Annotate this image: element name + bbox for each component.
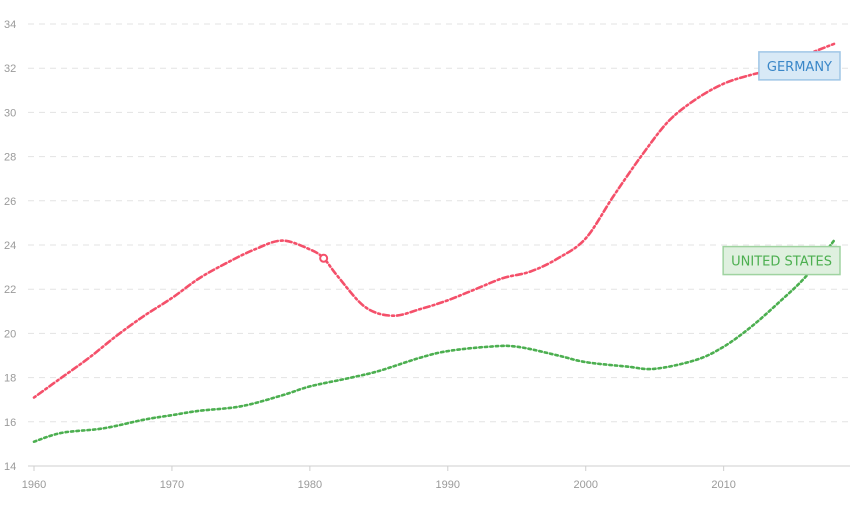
- series-label-united-states: UNITED STATES: [722, 245, 841, 276]
- y-tick-label: 16: [4, 417, 16, 429]
- x-tick-label: 1980: [298, 479, 322, 491]
- series-label-box: [722, 245, 841, 276]
- series-label-germany: GERMANY: [758, 51, 841, 81]
- y-tick-label: 28: [4, 152, 16, 164]
- x-tick-label: 1990: [436, 479, 460, 491]
- y-tick-label: 20: [4, 328, 16, 340]
- x-tick-label: 2010: [711, 479, 735, 491]
- y-axis-labels: 14 16 18 20 22 24 26 28 30 32 34: [4, 19, 16, 473]
- y-tick-label: 30: [4, 107, 16, 119]
- y-tick-label: 26: [4, 196, 16, 208]
- series-label-text: UNITED STATES: [731, 255, 832, 270]
- y-tick-label: 14: [4, 461, 16, 473]
- series-label-box: [758, 51, 841, 81]
- series-line-germany: [32, 42, 836, 399]
- series-labels: GERMANY UNITED STATES: [722, 51, 841, 276]
- y-tick-label: 34: [4, 19, 16, 31]
- series-line-united-states: [32, 239, 836, 443]
- y-tick-label: 18: [4, 373, 16, 385]
- x-tick-label: 2000: [573, 479, 597, 491]
- gridlines: [28, 23, 850, 423]
- x-axis-labels: 1960 1970 1980 1990 2000 2010: [22, 479, 736, 491]
- y-tick-label: 32: [4, 63, 16, 75]
- x-tick-label: 1970: [160, 479, 184, 491]
- series-lines: [32, 42, 836, 443]
- markers: [319, 253, 329, 263]
- y-tick-label: 24: [4, 240, 16, 252]
- x-axis: [28, 465, 850, 471]
- y-tick-label: 22: [4, 284, 16, 296]
- x-tick-label: 1960: [22, 479, 46, 491]
- highlight-point-marker[interactable]: [319, 253, 329, 263]
- series-label-text: GERMANY: [767, 60, 832, 75]
